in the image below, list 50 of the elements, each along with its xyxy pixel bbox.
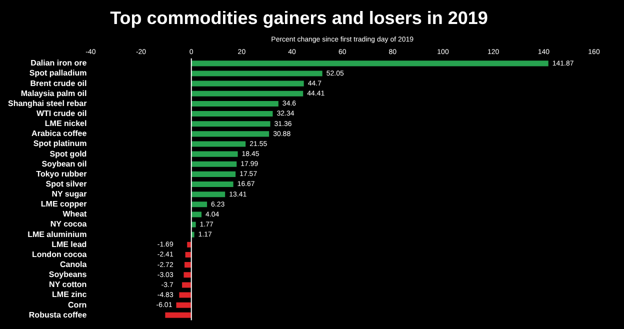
y-tick-label: Soybeans (48, 270, 88, 280)
y-tick-label: Spot silver (46, 179, 87, 188)
bar (191, 141, 246, 147)
bar (191, 80, 304, 86)
bar (191, 161, 237, 167)
y-tick-label: Shanghai steel rebar (8, 98, 87, 108)
y-tick-label: Spot platinum (33, 139, 87, 148)
y-tick-label: LME aluminium (28, 230, 87, 239)
y-tick-label: NY sugar (52, 190, 87, 199)
y-tick-label: Arabica coffee (32, 129, 88, 138)
bar (191, 60, 548, 66)
y-tick-label: LME zinc (52, 290, 88, 300)
y-tick-label: Tokyo rubber (36, 169, 87, 178)
y-tick-label: Spot palladium (29, 68, 87, 78)
y-tick-label: Malaysia palm oil (20, 88, 87, 98)
bar (165, 312, 192, 318)
y-tick-label: Wheat (62, 210, 88, 219)
y-tick-label: LME lead (52, 240, 87, 249)
bar (191, 202, 208, 208)
bar (191, 111, 273, 117)
bar (191, 70, 322, 76)
y-tick-label: Robusta coffee (28, 310, 88, 320)
bar (191, 212, 202, 218)
y-tick-label: Corn (68, 300, 87, 310)
y-tick-label: Canola (60, 260, 88, 270)
bar (185, 252, 192, 258)
y-tick-label: Dalian iron ore (30, 58, 88, 68)
y-tick-label: LME copper (40, 200, 87, 209)
y-tick-label: Spot gold (50, 149, 87, 158)
y-tick-label: Soybean oil (42, 159, 87, 168)
bar (182, 282, 192, 288)
bar (184, 262, 192, 268)
bar (191, 171, 236, 177)
bar (191, 100, 278, 106)
y-tick-label: Brent crude oil (30, 78, 87, 88)
y-tick-label: London cocoa (32, 250, 88, 259)
bar (179, 292, 192, 298)
bar (191, 121, 270, 127)
bar (191, 181, 234, 188)
bar (191, 131, 270, 137)
bar (191, 90, 304, 96)
chart-title: Top commodities gainers and losers in 2019 (110, 8, 488, 28)
y-tick-label: NY cocoa (50, 220, 88, 229)
y-tick-label: LME nickel (44, 119, 87, 128)
bar (176, 302, 192, 308)
bar (184, 272, 192, 278)
y-tick-label: NY cotton (49, 280, 87, 290)
bar (191, 192, 226, 198)
y-tick-label: WTI crude oil (36, 108, 87, 118)
bar (191, 151, 238, 157)
